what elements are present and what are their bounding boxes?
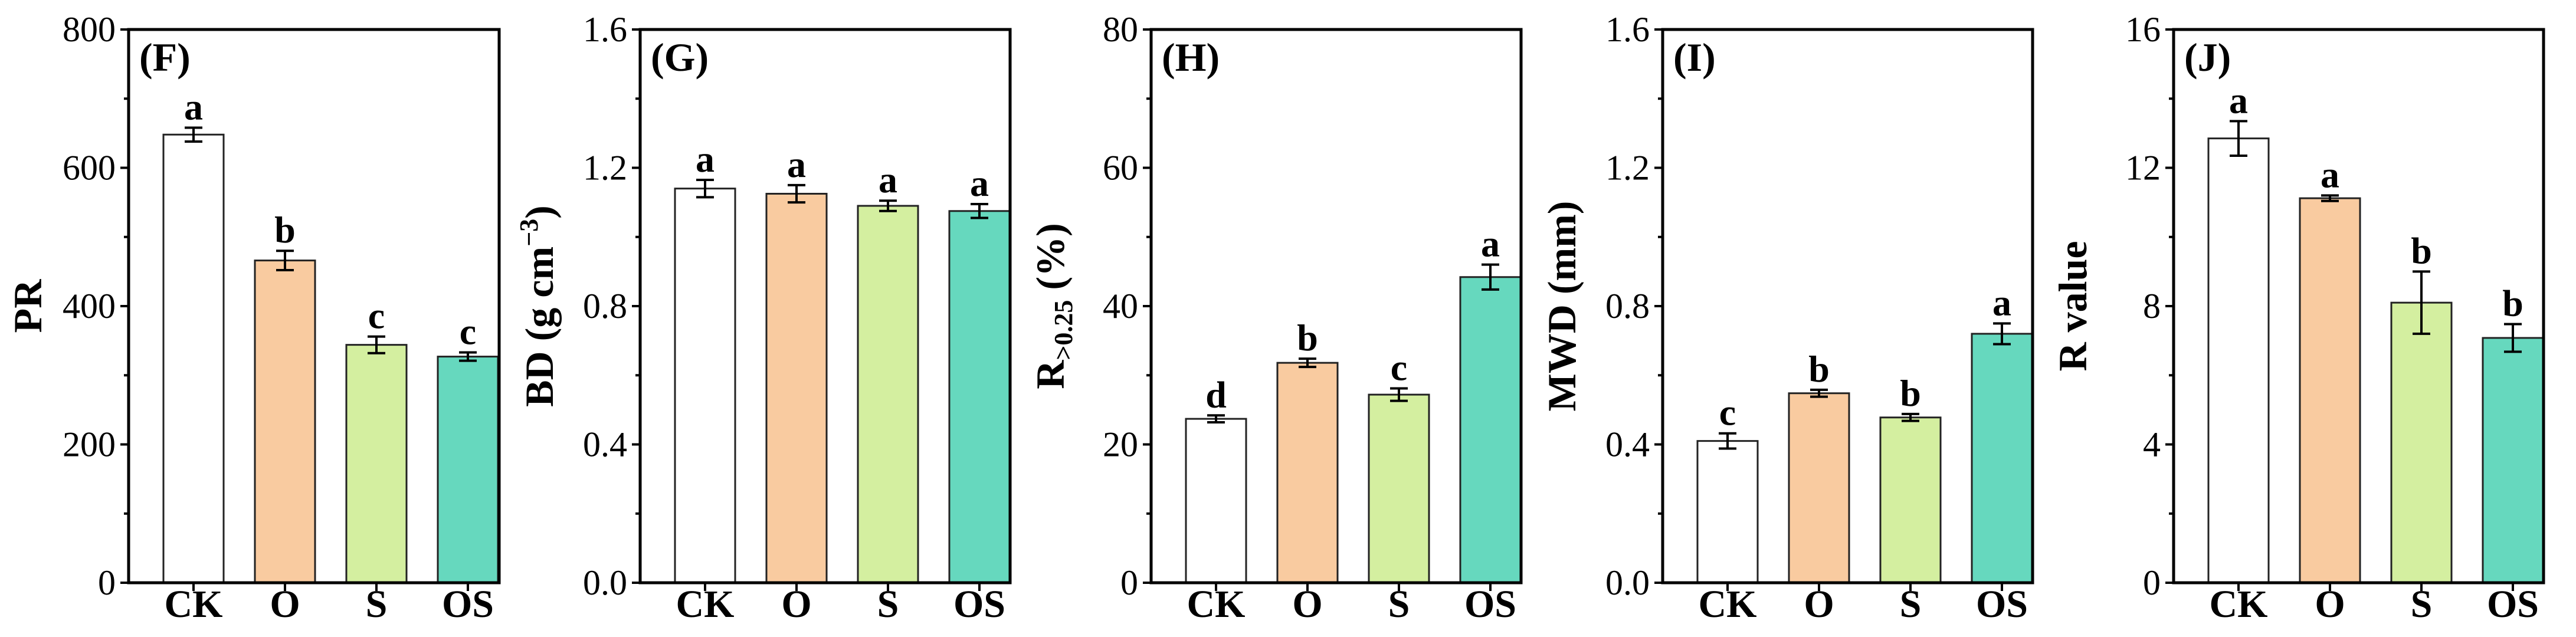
panel-letter: (F) (139, 35, 191, 80)
bar-o (2299, 197, 2361, 584)
significance-letter: a (2321, 153, 2339, 195)
bar-s (2390, 301, 2453, 584)
y-tick-label: 0 (98, 563, 116, 602)
significance-letter: a (970, 162, 989, 204)
bar-s (1879, 416, 1942, 584)
significance-letter: a (696, 138, 715, 180)
panel-letter: (H) (1162, 35, 1220, 80)
significance-letter: a (1992, 281, 2011, 323)
significance-letter: b (1297, 317, 1318, 359)
significance-letter: c (460, 311, 476, 353)
bar-ck (1696, 440, 1759, 584)
y-tick-label: 800 (63, 10, 116, 49)
y-tick-label: 600 (63, 149, 116, 188)
bar-os (437, 356, 499, 584)
y-tick-label: 1.2 (583, 149, 627, 188)
significance-letter: b (2411, 229, 2432, 271)
significance-letter: c (1391, 347, 1407, 389)
bar-s (857, 205, 919, 584)
y-tick-label: 0.8 (583, 287, 627, 326)
y-tick-label: 1.6 (1605, 10, 1650, 49)
y-tick-label: 1.2 (1605, 149, 1650, 188)
y-tick-label: 0.8 (1605, 287, 1650, 326)
significance-letter: a (1481, 223, 1500, 265)
bar-ck (2207, 137, 2270, 584)
bar-o (1788, 392, 1850, 584)
y-tick-label: 0 (1120, 563, 1138, 602)
y-axis-label: PR (5, 279, 50, 333)
bar-os (948, 210, 1011, 584)
significance-letter: b (274, 209, 296, 251)
bar-ck (674, 188, 736, 584)
bar-o (1276, 362, 1339, 584)
y-tick-label: 0.4 (583, 425, 627, 464)
bar-o (254, 260, 316, 584)
significance-letter: a (2229, 79, 2248, 121)
bar-s (1368, 393, 1430, 584)
y-tick-label: 0.0 (583, 563, 627, 602)
y-tick-label: 60 (1103, 149, 1138, 188)
y-tick-label: 12 (2125, 149, 2161, 188)
y-tick-label: 400 (63, 287, 116, 326)
y-axis-label: BD (g cm−3) (514, 205, 562, 407)
bar-os (2482, 337, 2544, 584)
significance-letter: b (1808, 348, 1830, 390)
y-tick-label: 40 (1103, 287, 1138, 326)
bar-s (345, 344, 408, 584)
y-axis-label: R>0.25 (%) (1028, 223, 1078, 389)
bar-ck (1185, 418, 1247, 584)
y-tick-label: 0 (2143, 563, 2161, 602)
y-tick-label: 200 (63, 425, 116, 464)
panel-letter: (J) (2184, 35, 2231, 80)
y-axis-label: R value (2050, 241, 2095, 372)
bar-ck (162, 133, 225, 584)
bar-o (765, 192, 828, 584)
significance-letter: b (2502, 282, 2523, 324)
y-axis-label: MWD (mm) (1539, 201, 1584, 412)
panel-letter: (G) (651, 35, 709, 80)
y-tick-label: 80 (1103, 10, 1138, 49)
bar-os (1971, 333, 2033, 584)
y-tick-label: 0.0 (1605, 563, 1650, 602)
significance-letter: c (1719, 392, 1736, 434)
significance-letter: b (1900, 372, 1921, 414)
panel-letter: (I) (1673, 35, 1716, 80)
significance-letter: a (184, 86, 203, 127)
y-tick-label: 1.6 (583, 10, 627, 49)
y-tick-label: 16 (2125, 10, 2161, 49)
y-tick-label: 8 (2143, 287, 2161, 326)
bar-os (1459, 276, 1522, 584)
y-tick-label: 4 (2143, 425, 2161, 464)
significance-letter: d (1205, 373, 1227, 415)
y-tick-label: 0.4 (1605, 425, 1650, 464)
y-tick-label: 20 (1103, 425, 1138, 464)
significance-letter: a (879, 159, 897, 201)
significance-letter: a (787, 143, 806, 185)
significance-letter: c (368, 295, 385, 337)
